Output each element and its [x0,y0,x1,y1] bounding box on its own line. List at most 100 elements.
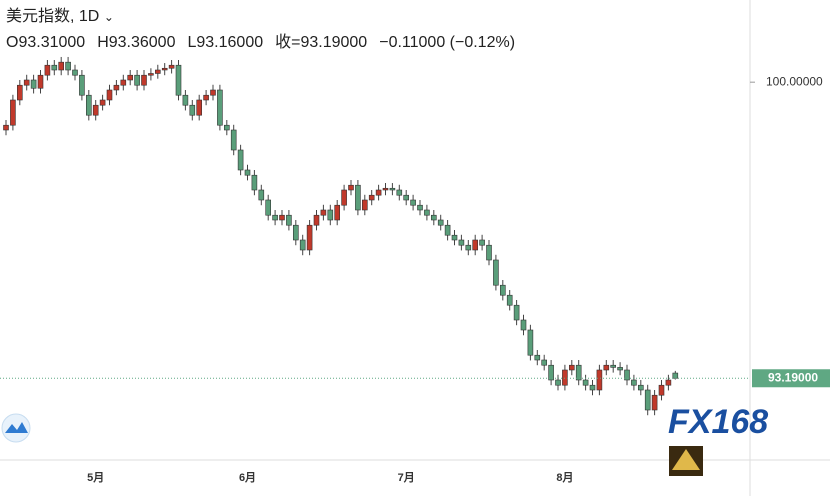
candle-body [189,104,196,116]
x-tick-label: 8月 [556,471,573,484]
candle-body [106,89,113,101]
legend-header: 美元指数, 1D ⌄ O93.31000 H93.36000 L93.16000 收=… [6,4,527,56]
candle-body [217,89,223,126]
candle-body [444,224,451,236]
candle-body [292,224,299,241]
candle-body [389,187,396,191]
candle-body [306,224,313,251]
candle-body [472,239,479,251]
price-label: 93.19000 [768,370,818,384]
candle-body [417,204,423,211]
candle-body [341,189,347,206]
x-tick-label: 5月 [87,471,104,484]
ohlc-row: O93.31000 H93.36000 L93.16000 收=93.19000 −0.… [6,30,527,56]
candle-body [637,384,644,391]
candle-body [44,64,51,76]
x-tick-label: 7月 [398,471,415,484]
candle-body [3,124,9,131]
candle-body [568,364,575,371]
candle-body [513,304,520,321]
candle-body [203,94,209,101]
candle-body [182,94,189,106]
candle-body [582,379,589,386]
candle-body [127,74,133,81]
candle-body [141,74,147,86]
candle-body [631,379,637,386]
candle-body [651,394,658,411]
candle-body [86,94,92,116]
candle-body [617,367,623,371]
candle-body [361,199,368,211]
candle-body [451,234,458,241]
candle-body [251,174,258,191]
candle-body [168,64,175,69]
symbol-title: 美元指数, 1D [6,8,100,25]
candle-body [506,294,513,306]
watermark-badge-mark [672,449,700,470]
candle-body [58,61,65,71]
ohlc-label: −0.11000 (−0.12%) [379,34,516,51]
candle-body [210,89,216,96]
candle-body [410,199,416,206]
candle-body [603,364,610,371]
y-tick-label: 100.00000 [766,74,823,88]
candle-body [486,244,492,261]
ohlc-label: 收=93.19000 [275,34,368,51]
candle-body [286,214,292,226]
candle-body [23,79,30,86]
candle-body [555,379,561,386]
candle-body [279,214,285,221]
logo-icon [1,413,31,443]
watermark: FX168 [668,403,768,476]
candle-body [499,284,506,296]
price-label-box [752,369,830,388]
candle-body [258,189,265,201]
candle-body [334,204,341,221]
candle-body [493,259,499,286]
candle-body [534,354,541,361]
candle-body [175,64,182,96]
candle-body [610,364,617,368]
x-tick-label: 6月 [239,471,256,484]
candle-body [148,73,154,76]
candle-body [37,74,44,89]
candle-body [424,209,430,216]
ohlc-label: O93.31000 [6,34,86,51]
candle-body [244,169,251,176]
candle-body [272,214,278,221]
candle-body [672,372,679,379]
candle-body [437,219,444,226]
ohlc-label: L93.16000 [187,34,264,51]
candle-body [348,184,354,191]
candle-body [161,67,168,71]
candle-body [382,187,389,191]
candle-body [562,369,568,386]
candle-body [665,379,672,386]
candle-body [375,189,382,196]
candle-body [237,149,244,171]
candle-body [196,99,202,116]
candle-body [479,239,485,246]
candle-body [155,69,161,74]
candle-body [596,369,603,391]
candle-body [10,99,16,126]
candle-body [99,99,106,106]
candle-body [313,214,320,226]
candle-body [624,369,630,381]
candle-body [644,389,651,411]
candle-body [134,74,140,86]
candle-body [355,184,361,211]
candle-body [458,239,465,246]
candle-body [51,64,58,71]
candle-body [430,214,437,221]
candle-body [92,104,99,116]
candle-body [320,209,327,216]
candle-body [541,359,548,366]
candle-body [575,364,582,381]
candle-body [265,199,272,216]
candle-body [224,124,230,131]
candle-body [658,384,665,396]
candle-body [548,364,554,381]
candle-body [230,129,237,151]
